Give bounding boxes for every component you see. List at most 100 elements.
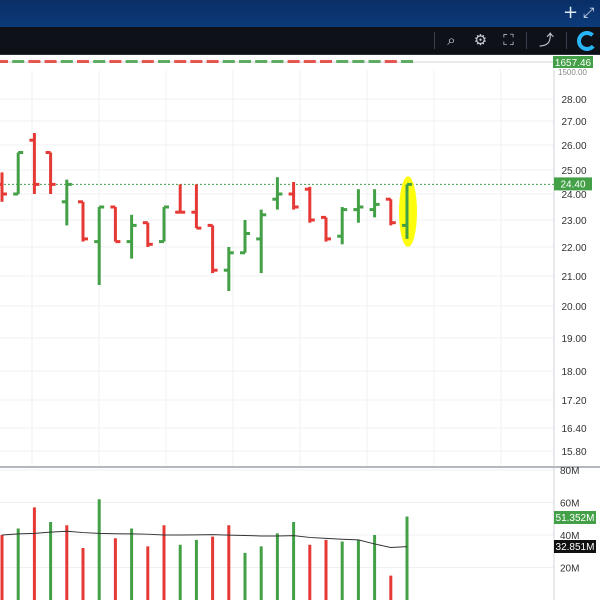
volume-moving-average-line xyxy=(1,530,408,549)
volume-bar xyxy=(194,539,198,600)
strip-mark xyxy=(336,60,349,63)
last-volume-badge xyxy=(554,511,596,524)
chart-toolbar: ⌕ ⚙ ⛶ ⤴ xyxy=(0,27,600,55)
volume-bar xyxy=(275,533,279,600)
strip-mark xyxy=(352,60,365,63)
price-tick-label: 28.00 xyxy=(561,95,586,106)
strip-mark xyxy=(287,60,300,63)
strip-mark xyxy=(125,60,138,63)
ohlc-bar xyxy=(240,220,250,255)
ohlc-bar xyxy=(288,182,299,210)
strip-mark xyxy=(401,60,413,63)
volume-bar xyxy=(356,539,360,600)
price-tick-label: 22.00 xyxy=(561,243,586,254)
volume-bar xyxy=(211,536,215,600)
price-tick-label: 24.00 xyxy=(561,190,586,201)
strip-mark xyxy=(271,60,284,63)
volume-axis: 80M 60M 40M 20M xyxy=(560,466,579,575)
share-icon[interactable]: ⤴ xyxy=(538,31,554,49)
ohlc-bar xyxy=(399,176,417,247)
volume-tick-label: 40M xyxy=(560,531,579,542)
ohlc-bar xyxy=(126,214,137,259)
strip-mark xyxy=(206,60,219,63)
indicator-partial-label: 1500.00 xyxy=(558,68,587,77)
ohlc-bar xyxy=(0,172,7,202)
strip-mark xyxy=(174,60,187,63)
plus-icon[interactable]: + xyxy=(563,2,579,23)
strip-mark xyxy=(141,60,154,63)
volume-bar xyxy=(373,535,377,600)
ohlc-bar xyxy=(142,221,153,247)
current-price-label: 24.40 xyxy=(560,179,585,190)
indicator-strip: 1657.46 1500.00 xyxy=(0,56,593,77)
volume-bar xyxy=(113,538,117,600)
ohlc-bar xyxy=(385,197,396,226)
ohlc-bars xyxy=(0,133,417,291)
fullscreen-icon[interactable]: ⛶ xyxy=(503,31,514,49)
ohlc-bar xyxy=(29,133,40,194)
volume-bar xyxy=(130,528,134,600)
volume-bar xyxy=(259,546,263,600)
brand-logo-icon[interactable] xyxy=(576,30,598,52)
ohlc-bar xyxy=(272,177,283,210)
price-tick-label: 23.00 xyxy=(561,216,586,227)
strip-mark xyxy=(44,60,57,63)
indicator-value-label: 1657.46 xyxy=(555,58,592,69)
ohlc-bar xyxy=(61,179,72,226)
price-tick-label: 17.20 xyxy=(561,396,586,407)
search-zoom-icon[interactable]: ⌕ xyxy=(447,31,456,49)
strip-mark xyxy=(93,60,106,63)
strip-mark xyxy=(60,60,73,63)
current-price-badge-bg xyxy=(554,177,592,191)
volume-bar xyxy=(178,544,182,600)
window-title-bar: + ⤢ xyxy=(0,0,600,27)
ohlc-bar xyxy=(78,200,88,242)
chart-area[interactable]: 1657.46 1500.00 28.00 27.00 26.00 25.00 24.0… xyxy=(0,54,600,600)
price-tick-label: 20.00 xyxy=(561,302,586,313)
strip-mark xyxy=(158,60,170,63)
ohlc-bar xyxy=(337,207,348,245)
indicator-value-badge xyxy=(553,56,593,68)
volume-bar xyxy=(227,525,231,600)
ohlc-bar xyxy=(353,189,364,223)
volume-tick-label: 20M xyxy=(560,564,579,575)
gear-icon[interactable]: ⚙ xyxy=(473,31,488,49)
current-price-badge: 24.40 xyxy=(554,177,592,191)
ohlc-bar xyxy=(223,247,234,291)
expand-icon[interactable]: ⤢ xyxy=(583,5,595,21)
volume-tick-label: 60M xyxy=(560,499,579,510)
ohlc-bar xyxy=(45,151,56,194)
strip-mark xyxy=(303,60,316,63)
volume-bar xyxy=(324,539,328,600)
price-tick-label: 25.00 xyxy=(561,166,586,177)
volume-bar xyxy=(0,535,4,600)
volume-bar xyxy=(32,507,36,600)
strip-mark xyxy=(222,60,235,63)
volume-bars xyxy=(0,499,409,600)
volume-bar xyxy=(162,525,166,600)
toolbar-separator xyxy=(526,32,527,49)
volume-bar xyxy=(81,548,85,600)
strip-mark xyxy=(368,60,381,63)
price-tick-label: 18.00 xyxy=(561,367,586,378)
price-grid xyxy=(0,70,554,466)
ohlc-bar xyxy=(110,205,121,244)
strip-mark xyxy=(320,60,332,63)
volume-bar xyxy=(292,522,296,600)
strip-mark xyxy=(0,60,8,63)
price-tick-label: 15.80 xyxy=(561,447,586,458)
ohlc-bar xyxy=(321,215,331,242)
toolbar-separator xyxy=(434,32,435,49)
price-tick-label: 26.00 xyxy=(561,141,586,152)
ohlc-bar xyxy=(13,151,24,196)
strip-mark xyxy=(190,60,203,63)
ohlc-bar xyxy=(369,189,380,218)
ohlc-bar xyxy=(304,186,315,223)
volume-bar xyxy=(243,552,247,600)
strip-mark xyxy=(28,60,41,63)
volume-bar xyxy=(340,541,344,600)
volume-bar xyxy=(49,522,53,600)
volume-bar xyxy=(405,516,409,600)
strip-mark xyxy=(77,60,89,63)
ohlc-bar xyxy=(256,209,267,274)
